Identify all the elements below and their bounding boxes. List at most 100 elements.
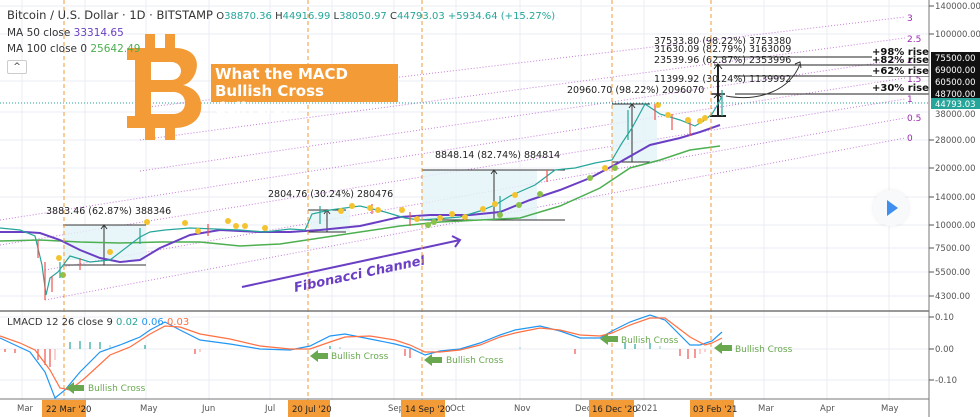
rise-label-82: +82% rise [872, 55, 929, 66]
macd-line [0, 314, 723, 399]
measure-text-82: 31630.09 (82.79%) 3163009 [654, 44, 791, 55]
signal-dots-yellow [56, 102, 708, 261]
ma100-label: MA 100 close 0 [7, 43, 88, 55]
bullish-cross-arrows [66, 333, 732, 394]
bullish-cross-label-3: Bullish Cross [446, 356, 504, 366]
fibonacci-channel-arrow [241, 235, 462, 288]
price-tick: 100000.00 [935, 30, 980, 40]
time-tick: Mar [17, 404, 34, 414]
price-tick-target: 48700.00 [935, 90, 976, 100]
time-tick: Apr [820, 404, 835, 414]
close-label: C [389, 11, 397, 22]
fib-level-2-5: 2.5 [907, 35, 921, 45]
price-tick: 5500.00 [935, 268, 970, 278]
headline-line-2: Bullish Cross delivers... [215, 82, 324, 117]
price-tick: 140000.00 [935, 2, 980, 12]
cross-date-label: 20 Jul '20 [292, 405, 332, 415]
bullish-cross-label-1: Bullish Cross [88, 384, 146, 394]
close-value: 44793.03 [396, 11, 445, 22]
price-tick-target: 69000.00 [935, 66, 976, 76]
rise-label-62: +62% rise [872, 66, 929, 77]
time-tick: May [140, 404, 158, 414]
headline-line-1: What the MACD [215, 65, 348, 83]
measure-text-dec: 20960.70 (98.22%) 2096070 [567, 85, 704, 96]
cross-date-label: 16 Dec '20 [592, 405, 638, 415]
measure-text-mar: 3883.46 (62.87%) 388346 [46, 206, 171, 217]
collapse-legend-button[interactable]: ^ [7, 60, 27, 74]
last-price-label: 44793.03 [935, 100, 976, 110]
bullish-cross-label-5: Bullish Cross [735, 345, 793, 355]
symbol-title: Bitcoin / U.S. Dollar · 1D · BITSTAMP [7, 8, 213, 22]
ma50-value: 33314.65 [73, 27, 124, 39]
high-value: 44916.99 [282, 11, 331, 22]
fib-level-1: 1 [907, 95, 913, 105]
fibonacci-channel [0, 16, 906, 301]
time-axis: Mar May Jun Jul Sep Oct Nov Dec 2021 Mar… [17, 400, 899, 417]
macd-tick: 0.00 [935, 345, 954, 355]
price-tick: 7500.00 [935, 244, 970, 254]
measure-lines [63, 103, 650, 266]
high-label: H [275, 11, 283, 22]
price-tick: 10000.00 [935, 221, 976, 231]
price-tick: 20000.00 [935, 164, 976, 174]
fib-level-3: 3 [907, 14, 913, 24]
bullish-cross-label-4: Bullish Cross [621, 336, 679, 346]
measure-text-62: 23539.96 (62.87%) 2353996 [654, 55, 791, 66]
ma50-line [0, 124, 721, 264]
measure-text-98: 37533.80 (98.22%) 3753380 [654, 36, 791, 47]
time-tick: Jul [264, 404, 275, 414]
fib-level-2: 2 [907, 56, 913, 66]
cross-date-label: 03 Feb '21 [693, 405, 737, 415]
low-value: 38050.97 [339, 11, 387, 22]
macd-legend[interactable]: LMACD 12 26 close 9 0.02 0.06 0.03 [7, 317, 189, 328]
rise-label-98: +98% rise [872, 47, 929, 58]
bullish-cross-label-2: Bullish Cross [331, 352, 389, 362]
chevron-up-icon: ^ [13, 62, 21, 72]
open-label: O [216, 11, 225, 22]
time-tick: Oct [450, 404, 465, 414]
measure-text-30: 11399.92 (30.24%) 1139992 [654, 74, 791, 85]
macd-histogram-value: 0.02 [116, 317, 139, 328]
change-value: +5934.64 (+15.27%) [447, 11, 556, 22]
open-value: 38870.36 [224, 11, 272, 22]
low-label: L [333, 11, 340, 22]
measure-text-sep: 8848.14 (82.74%) 884814 [435, 150, 560, 161]
ma100-line [0, 145, 721, 247]
ma50-label: MA 50 close [7, 27, 71, 39]
signal-dots-green [60, 165, 618, 278]
macd-line-value: 0.06 [141, 317, 164, 328]
time-tick: Jun [201, 404, 215, 414]
price-tick: 38000.00 [935, 110, 976, 120]
fibonacci-channel-label: Fibonacci Channel [293, 253, 427, 296]
rise-labels: +98% rise +82% rise +62% rise +30% rise [872, 47, 930, 94]
macd-signal-value: 0.03 [166, 317, 190, 328]
price-tick: 28000.00 [935, 136, 976, 146]
symbol-row: Bitcoin / U.S. Dollar · 1D · BITSTAMP O3… [7, 7, 555, 25]
ma50-legend[interactable]: MA 50 close 33314.65 [7, 25, 555, 41]
cross-date-label: 22 Mar '20 [46, 405, 91, 415]
time-tick: May [881, 404, 899, 414]
fib-level-0-5: 0.5 [907, 114, 921, 124]
time-tick: Mar [758, 404, 775, 414]
time-tick: Dec [575, 404, 592, 414]
cross-date-label: 14 Sep '20 [405, 405, 450, 415]
time-tick: Nov [514, 404, 531, 414]
time-tick: 2021 [636, 404, 658, 414]
fib-level-1-5: 1.5 [907, 75, 921, 85]
macd-tick: 0.10 [935, 313, 954, 323]
price-tick: 4300.00 [935, 292, 970, 302]
measure-text-jul: 2804.76 (30.24%) 280476 [268, 189, 393, 200]
price-candles [0, 90, 723, 300]
price-tick-target: 75500.00 [935, 54, 976, 64]
ma100-legend[interactable]: MA 100 close 0 25642.49 [7, 41, 555, 57]
play-button[interactable] [873, 190, 909, 226]
rise-label-30: +30% rise [872, 83, 929, 94]
chart-legend: Bitcoin / U.S. Dollar · 1D · BITSTAMP O3… [7, 7, 555, 74]
signal-line [0, 317, 723, 391]
time-tick: Sep [388, 404, 404, 414]
macd-tick: -0.10 [935, 376, 957, 386]
bitcoin-logo-icon [127, 34, 202, 140]
headline-banner: What the MACD Bullish Cross delivers... [211, 64, 398, 117]
